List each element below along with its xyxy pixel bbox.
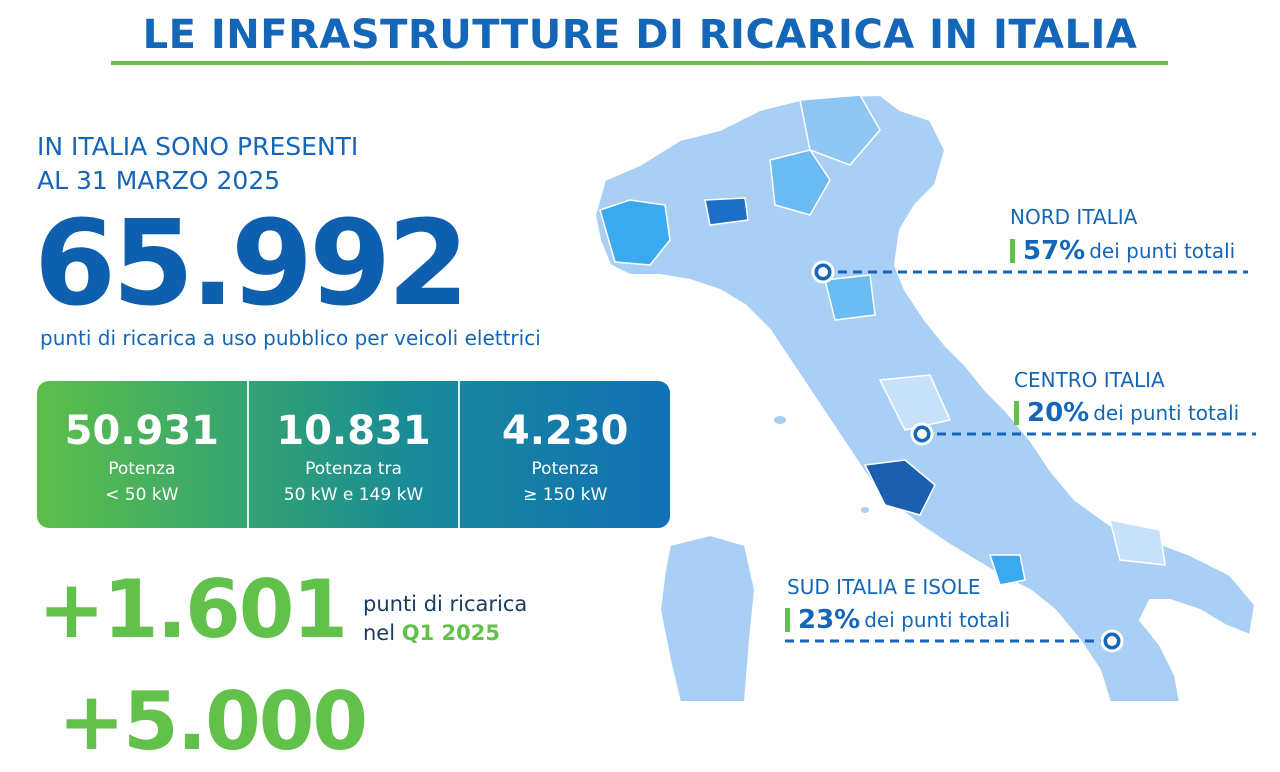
province-bologna	[824, 274, 876, 321]
province-napoli	[988, 554, 1026, 586]
pct-caption: dei punti totali	[864, 608, 1011, 632]
region-centro-pct: 20% dei punti totali	[1014, 398, 1239, 428]
italy-map	[593, 93, 1257, 702]
island	[861, 507, 869, 513]
province-milano	[704, 197, 749, 226]
green-bar	[785, 608, 790, 632]
total-charging-points: 65.992	[34, 194, 469, 332]
page-title: LE INFRASTRUTTURE DI RICARICA IN ITALIA	[142, 12, 1138, 58]
pct-value: 20%	[1027, 398, 1090, 428]
title-underline	[111, 61, 1168, 65]
stat-low-power: 50.931 Potenza < 50 kW	[37, 381, 249, 528]
growth-caption: punti di ricarica nel Q1 2025	[363, 590, 527, 648]
growth-caption-line-1: punti di ricarica	[363, 592, 528, 616]
pct-value: 57%	[1023, 236, 1086, 266]
pct-value: 23%	[798, 605, 861, 635]
sardinia	[658, 533, 757, 702]
stat-label: ≥ 150 kW	[523, 485, 608, 505]
growth-value: +1.601	[38, 563, 348, 656]
stat-value: 4.230	[501, 408, 629, 454]
cropped-number: +5.000	[58, 675, 368, 768]
stat-value: 10.831	[276, 408, 431, 454]
province-veneto	[769, 149, 831, 216]
region-nord-name: NORD ITALIA	[1010, 205, 1138, 229]
stat-label: 50 kW e 149 kW	[283, 485, 424, 505]
intro-line-2: AL 31 MARZO 2025	[37, 166, 281, 195]
stat-mid-power: 10.831 Potenza tra 50 kW e 149 kW	[249, 381, 461, 528]
region-sud-name: SUD ITALIA E ISOLE	[785, 575, 983, 599]
stat-label: Potenza	[108, 459, 176, 479]
intro-text: IN ITALIA SONO PRESENTI AL 31 MARZO 2025	[37, 130, 358, 198]
pct-caption: dei punti totali	[1093, 401, 1240, 425]
province-piemonte	[599, 199, 671, 266]
province-south	[1108, 519, 1166, 566]
growth-prefix: nel	[363, 621, 396, 645]
green-bar	[1014, 401, 1019, 425]
stat-label: < 50 kW	[105, 485, 179, 505]
province-trentino	[799, 94, 881, 166]
intro-line-1: IN ITALIA SONO PRESENTI	[37, 132, 359, 161]
province-mid	[878, 374, 952, 431]
growth-caption-line-2: nel Q1 2025	[363, 619, 527, 648]
green-bar	[1010, 239, 1015, 263]
region-nord-pct: 57% dei punti totali	[1010, 236, 1235, 266]
power-breakdown-panel: 50.931 Potenza < 50 kW 10.831 Potenza tr…	[37, 381, 670, 528]
region-centro-name: CENTRO ITALIA	[1014, 368, 1165, 392]
stat-label: Potenza	[531, 459, 599, 479]
pct-caption: dei punti totali	[1089, 239, 1236, 263]
total-caption: punti di ricarica a uso pubblico per vei…	[40, 326, 541, 350]
growth-period: Q1 2025	[401, 621, 500, 645]
stat-label: Potenza tra	[305, 459, 402, 479]
island	[774, 416, 786, 424]
stat-value: 50.931	[64, 408, 220, 454]
province-roma	[863, 459, 936, 516]
region-sud-pct: 23% dei punti totali	[785, 605, 1010, 635]
stat-high-power: 4.230 Potenza ≥ 150 kW	[460, 381, 670, 528]
